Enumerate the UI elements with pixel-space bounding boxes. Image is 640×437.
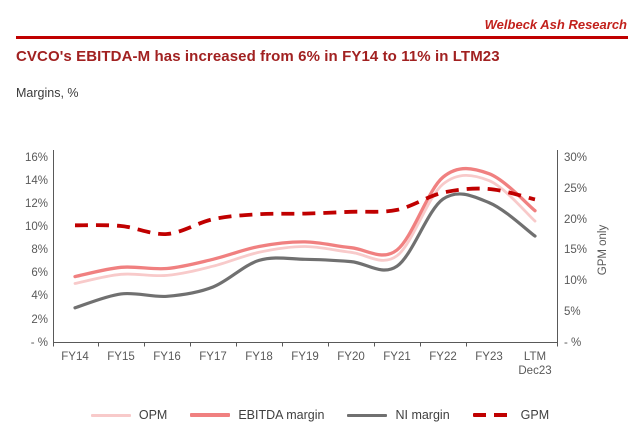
x-axis-label: FY15 bbox=[107, 351, 135, 363]
right-axis-tick: - % bbox=[564, 337, 582, 349]
x-axis-label: FY22 bbox=[429, 351, 457, 363]
chart-legend: OPM EBITDA margin NI margin GPM bbox=[0, 404, 640, 426]
ni-line-swatch-icon bbox=[347, 413, 388, 417]
legend-item-ebitda-margin: EBITDA margin bbox=[190, 408, 324, 422]
x-axis-label: FY19 bbox=[291, 351, 319, 363]
header-rule bbox=[16, 36, 628, 39]
ebitda-line-swatch-icon bbox=[190, 413, 231, 417]
right-axis-tick: 25% bbox=[564, 183, 588, 195]
legend-label: OPM bbox=[138, 408, 168, 422]
legend-item-opm: OPM bbox=[90, 408, 168, 422]
gpm-dashed-swatch-icon bbox=[472, 413, 513, 417]
x-axis-label: FY18 bbox=[245, 351, 273, 363]
right-axis-tick: 15% bbox=[564, 244, 588, 256]
left-axis-tick: 2% bbox=[31, 314, 48, 326]
left-axis-tick: 10% bbox=[24, 221, 48, 233]
page-title: CVCO's EBITDA-M has increased from 6% in… bbox=[16, 48, 500, 65]
opm-line-swatch-icon bbox=[90, 413, 131, 417]
left-axis-tick: 12% bbox=[24, 198, 48, 210]
right-axis-tick: 20% bbox=[564, 214, 588, 226]
x-axis-label: FY20 bbox=[337, 351, 365, 363]
right-axis-tick: 5% bbox=[564, 306, 581, 318]
brand-name: Welbeck Ash Research bbox=[484, 17, 627, 32]
legend-label: EBITDA margin bbox=[238, 408, 325, 422]
left-axis-tick: - % bbox=[30, 337, 48, 349]
legend-label: NI margin bbox=[395, 408, 450, 422]
right-axis-title: GPM only bbox=[597, 224, 609, 276]
legend-item-ni-margin: NI margin bbox=[347, 408, 450, 422]
x-axis-label: FY17 bbox=[199, 351, 227, 363]
left-axis-tick: 6% bbox=[31, 267, 48, 279]
legend-label: GPM bbox=[520, 408, 550, 422]
left-axis-tick: 4% bbox=[31, 290, 48, 302]
x-axis-label: LTM Dec23 bbox=[518, 351, 552, 377]
x-axis-label: FY16 bbox=[153, 351, 181, 363]
x-axis-label: FY21 bbox=[383, 351, 411, 363]
left-axis-tick: 16% bbox=[24, 152, 48, 164]
axis-units-label: Margins, % bbox=[16, 86, 79, 100]
plot-area bbox=[53, 150, 558, 347]
x-axis-label: FY14 bbox=[61, 351, 89, 363]
legend-item-gpm: GPM bbox=[472, 408, 550, 422]
x-axis-label: FY23 bbox=[475, 351, 503, 363]
left-axis-tick: 8% bbox=[31, 244, 48, 256]
right-axis-tick: 30% bbox=[564, 152, 588, 164]
left-axis-tick: 14% bbox=[24, 175, 48, 187]
right-axis-tick: 10% bbox=[564, 275, 588, 287]
